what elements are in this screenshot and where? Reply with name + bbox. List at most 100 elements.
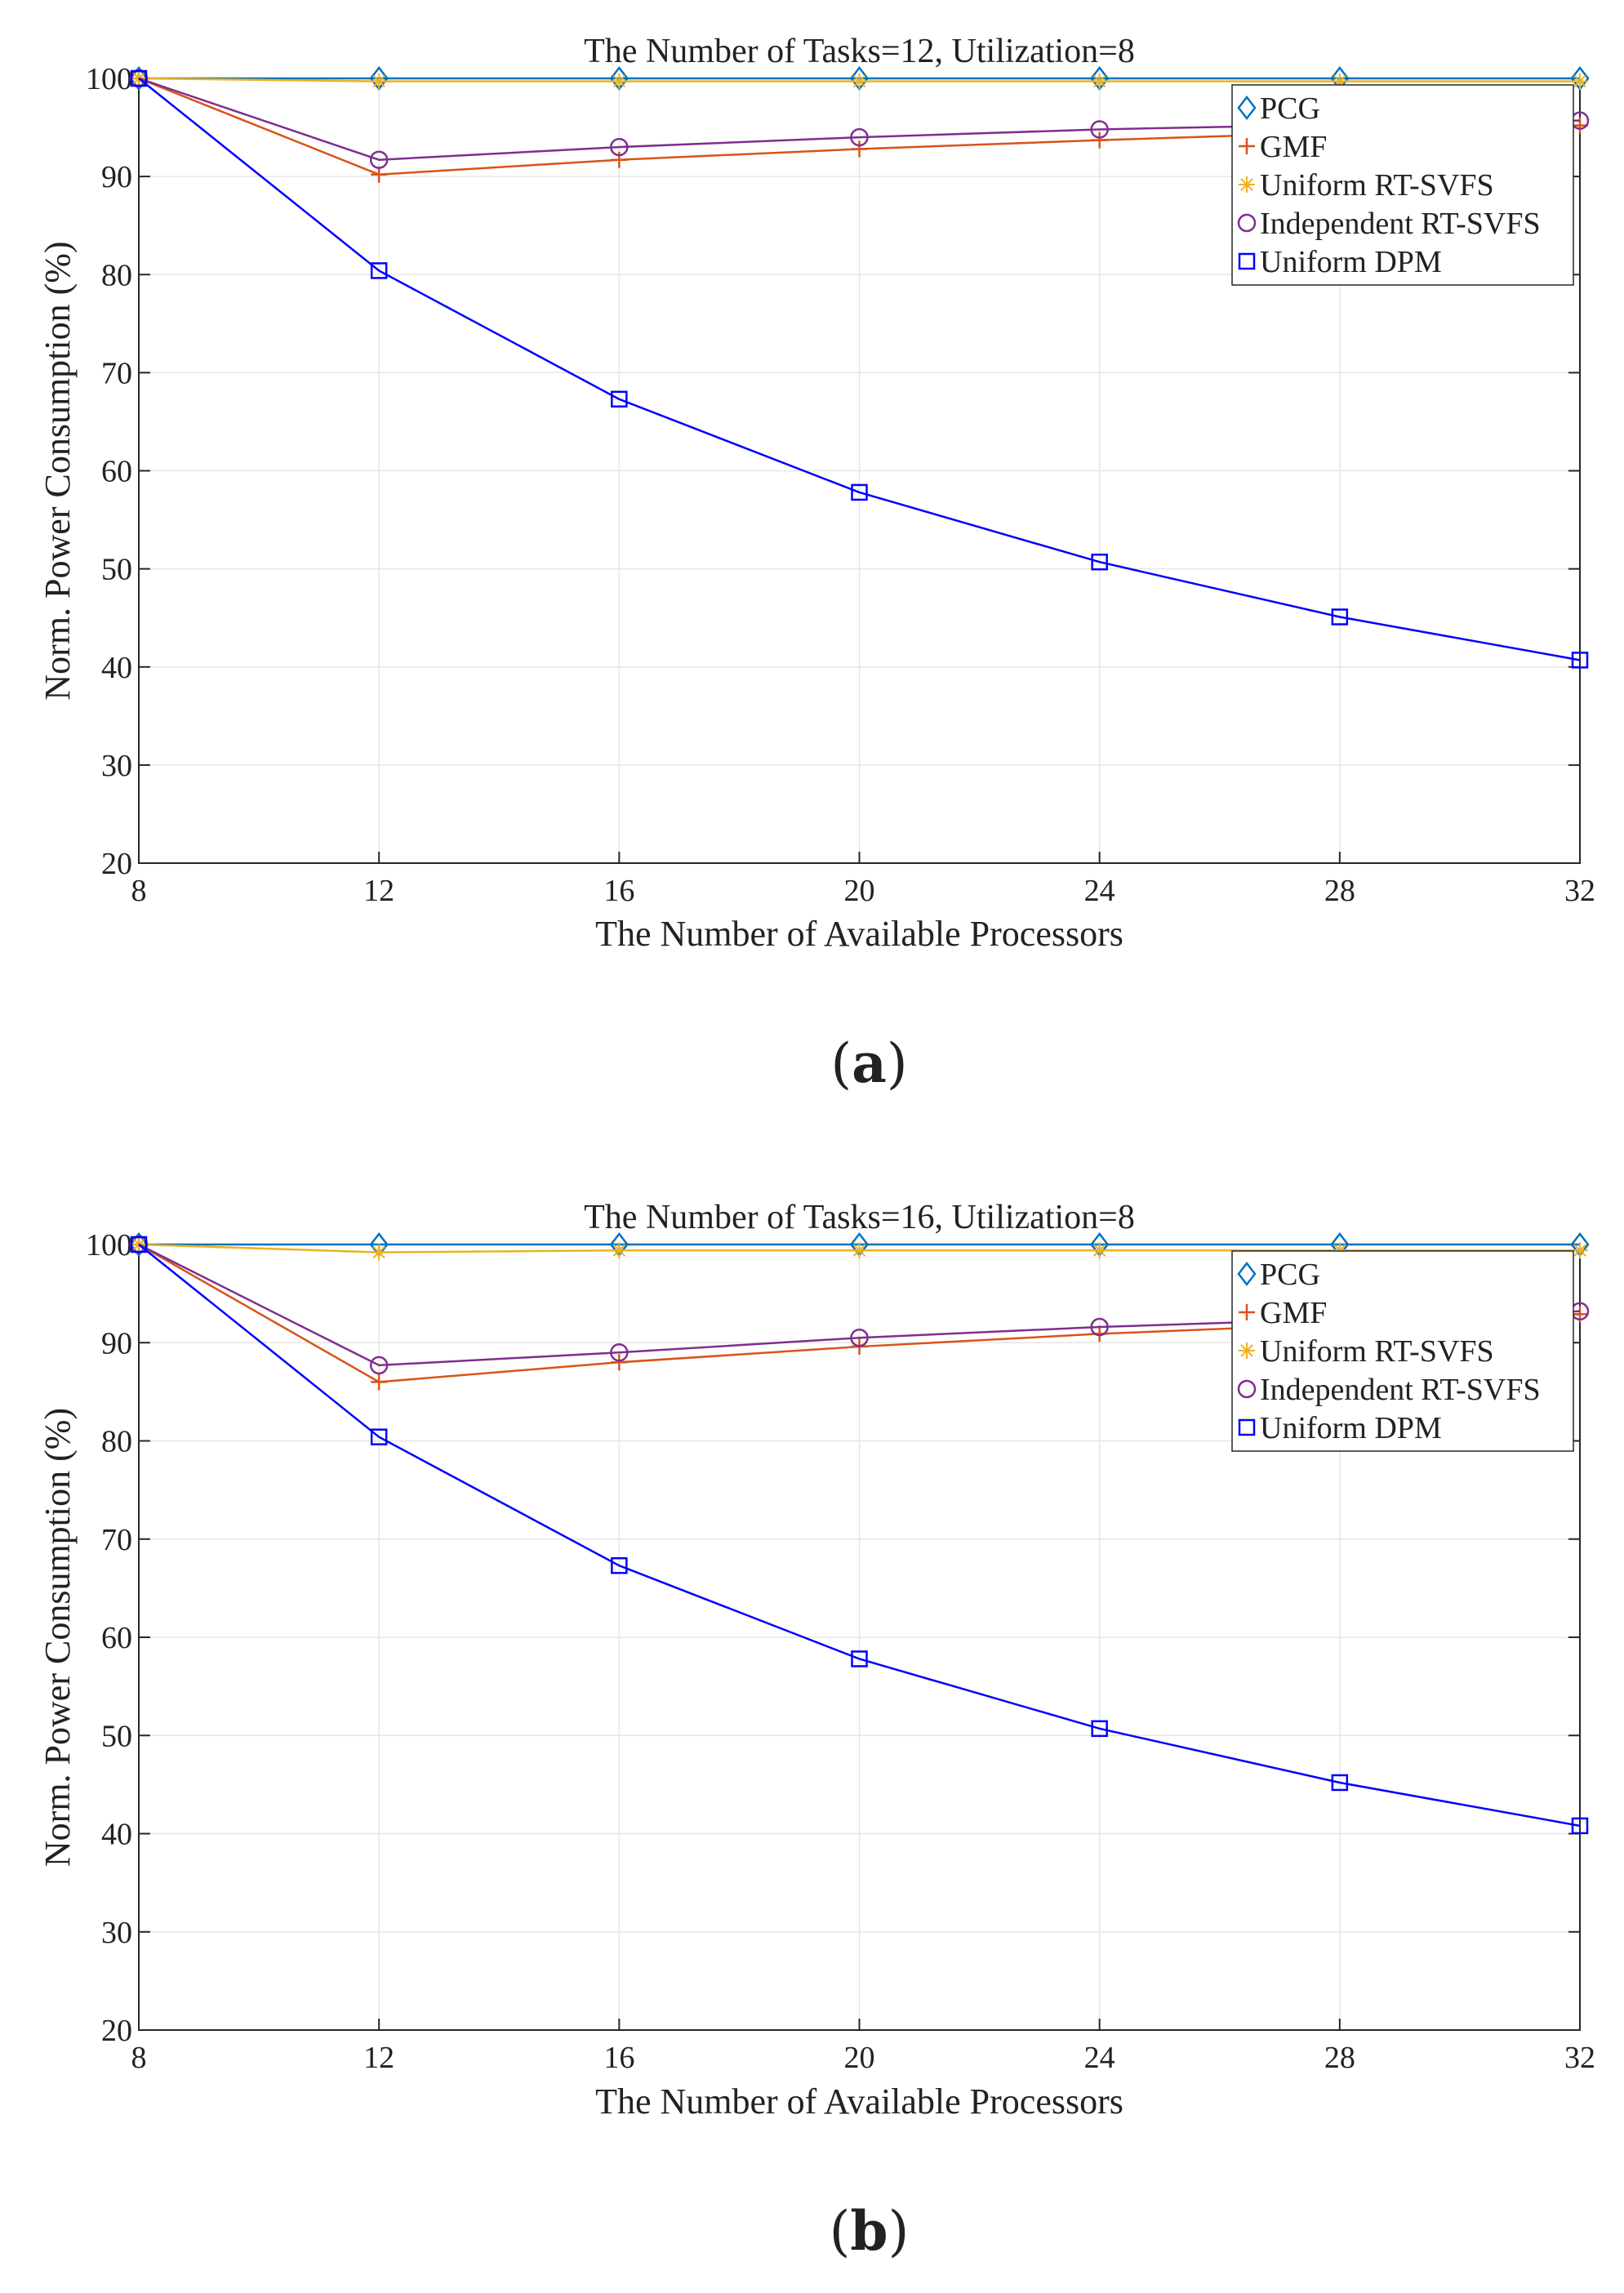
data-point bbox=[610, 1343, 629, 1362]
data-point bbox=[1571, 652, 1589, 669]
x-tick-label: 24 bbox=[1084, 874, 1115, 908]
data-point bbox=[1091, 1720, 1108, 1738]
data-point bbox=[1091, 553, 1108, 571]
legend-entry: Independent RT-SVFS bbox=[1260, 207, 1541, 241]
legend: PCG GMF Uniform RT-SVFS Independent RT-SVFS… bbox=[1231, 84, 1574, 286]
y-axis-label: Norm. Power Consumption (%) bbox=[38, 241, 78, 700]
x-tick-label: 28 bbox=[1324, 2041, 1355, 2075]
chart-panel-a: 8 12 16 20 24 28 32 20 30 40 50 60 70 80 90 100 The Numb… bbox=[38, 33, 1595, 1095]
legend-entry: GMF bbox=[1260, 1296, 1327, 1330]
data-point bbox=[1331, 1774, 1349, 1792]
y-tick-label: 50 bbox=[101, 1719, 132, 1753]
legend-entry: Uniform RT-SVFS bbox=[1260, 168, 1494, 203]
data-point bbox=[1090, 1317, 1109, 1337]
data-point bbox=[370, 1428, 388, 1445]
y-tick-label: 70 bbox=[101, 1523, 132, 1557]
y-tick-label: 80 bbox=[101, 1425, 132, 1459]
data-point bbox=[369, 1356, 389, 1375]
legend-entry: Independent RT-SVFS bbox=[1260, 1373, 1541, 1407]
data-point bbox=[130, 69, 148, 87]
legend-entry: Uniform DPM bbox=[1260, 245, 1442, 279]
y-axis-label: Norm. Power Consumption (%) bbox=[38, 1408, 78, 1867]
y-tick-label: 20 bbox=[101, 2014, 132, 2048]
x-axis-label: The Number of Available Processors bbox=[595, 2082, 1123, 2122]
data-point bbox=[850, 127, 869, 147]
data-point bbox=[1331, 608, 1349, 626]
data-point bbox=[610, 137, 629, 157]
data-point bbox=[1091, 1242, 1108, 1259]
legend-entry: PCG bbox=[1260, 91, 1320, 126]
data-point bbox=[851, 1650, 868, 1667]
data-point bbox=[851, 483, 868, 501]
y-tick-label: 20 bbox=[101, 847, 132, 881]
legend-marker bbox=[1239, 1304, 1255, 1320]
chart-title: The Number of Tasks=16, Utilization=8 bbox=[584, 1199, 1135, 1236]
panel-label: (a) bbox=[830, 1031, 907, 1095]
data-point bbox=[130, 1236, 148, 1253]
data-point bbox=[129, 65, 149, 91]
x-axis-label: The Number of Available Processors bbox=[595, 914, 1123, 954]
data-point bbox=[851, 1242, 868, 1259]
data-point bbox=[611, 1354, 628, 1371]
y-tick-label: 70 bbox=[101, 356, 132, 390]
data-point bbox=[611, 73, 628, 90]
panel-label: (b) bbox=[830, 2199, 910, 2263]
x-tick-label: 12 bbox=[363, 2041, 394, 2075]
chart-panel-b: 8 12 16 20 24 28 32 20 30 40 50 60 70 80 90 100 The Numb… bbox=[38, 1199, 1595, 2263]
y-tick-label: 40 bbox=[101, 651, 132, 685]
data-point bbox=[1091, 131, 1108, 149]
data-point bbox=[370, 262, 388, 279]
x-tick-label: 16 bbox=[603, 874, 634, 908]
y-tick-label: 100 bbox=[86, 62, 132, 96]
data-point bbox=[369, 150, 389, 169]
data-point bbox=[851, 73, 868, 90]
data-point bbox=[1090, 120, 1109, 139]
data-point bbox=[1091, 73, 1108, 90]
x-tick-label: 16 bbox=[603, 2041, 634, 2075]
data-point bbox=[1331, 1242, 1348, 1259]
legend-marker bbox=[1237, 213, 1257, 233]
x-tick-label: 20 bbox=[844, 874, 875, 908]
legend-marker bbox=[1239, 176, 1255, 193]
x-tick-label: 8 bbox=[131, 874, 147, 908]
x-tick-label: 8 bbox=[131, 2041, 147, 2075]
legend-box bbox=[1231, 1250, 1574, 1452]
data-point bbox=[851, 140, 868, 158]
data-point bbox=[371, 1244, 388, 1261]
x-tick-label: 24 bbox=[1084, 2041, 1115, 2075]
data-point bbox=[1572, 73, 1588, 90]
x-tick-label: 28 bbox=[1324, 874, 1355, 908]
data-point bbox=[371, 1374, 388, 1391]
legend: PCG GMF Uniform RT-SVFS Independent RT-SVFS… bbox=[1231, 1250, 1574, 1452]
y-tick-label: 80 bbox=[101, 258, 132, 292]
x-tick-label: 32 bbox=[1564, 874, 1595, 908]
data-point bbox=[129, 1231, 149, 1258]
y-tick-label: 50 bbox=[101, 553, 132, 587]
data-point bbox=[371, 166, 388, 183]
legend-entry: PCG bbox=[1260, 1258, 1320, 1292]
data-point bbox=[611, 1556, 628, 1574]
series-line-uniform-dpm bbox=[138, 1244, 1581, 1828]
data-point bbox=[1572, 1242, 1588, 1259]
data-point bbox=[611, 390, 628, 408]
data-point bbox=[1571, 1817, 1589, 1835]
legend-marker bbox=[1239, 1342, 1255, 1359]
legend-marker bbox=[1238, 1418, 1256, 1436]
data-point bbox=[850, 1328, 869, 1347]
x-tick-label: 32 bbox=[1564, 2041, 1595, 2075]
x-tick-label: 20 bbox=[844, 2041, 875, 2075]
x-tick-label: 12 bbox=[363, 874, 394, 908]
y-tick-label: 40 bbox=[101, 1818, 132, 1852]
legend-marker bbox=[1239, 138, 1255, 154]
y-tick-label: 60 bbox=[101, 455, 132, 489]
data-point bbox=[611, 1242, 628, 1259]
legend-marker bbox=[1238, 252, 1256, 270]
legend-marker bbox=[1237, 1261, 1257, 1287]
legend-entry: Uniform DPM bbox=[1260, 1411, 1442, 1445]
legend-entry: Uniform RT-SVFS bbox=[1260, 1334, 1494, 1369]
y-tick-label: 100 bbox=[86, 1228, 132, 1262]
data-point bbox=[1331, 73, 1348, 90]
legend-marker bbox=[1237, 95, 1257, 121]
y-tick-label: 60 bbox=[101, 1621, 132, 1655]
